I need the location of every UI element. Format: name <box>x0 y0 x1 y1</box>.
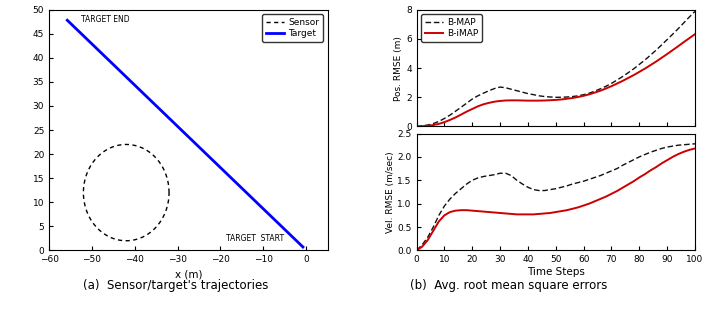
B-iMAP <box>691 32 699 36</box>
B-iMAP <box>412 125 420 128</box>
Line: B-MAP: B-MAP <box>416 11 695 126</box>
Text: TARGET  START: TARGET START <box>225 234 284 243</box>
B-iMAP <box>596 89 604 93</box>
Legend: B-MAP, B-iMAP: B-MAP, B-iMAP <box>421 14 482 42</box>
B-MAP <box>596 87 604 91</box>
Y-axis label: Pos. RMSE (m): Pos. RMSE (m) <box>395 36 403 100</box>
B-MAP <box>496 85 504 89</box>
Text: TARGET END: TARGET END <box>81 15 129 24</box>
Text: (b)  Avg. root mean square errors: (b) Avg. root mean square errors <box>410 279 608 292</box>
B-iMAP <box>613 82 621 85</box>
B-MAP <box>474 94 482 98</box>
Text: (a)  Sensor/target's trajectories: (a) Sensor/target's trajectories <box>83 279 268 292</box>
B-MAP <box>613 78 621 82</box>
B-iMAP <box>496 99 504 103</box>
X-axis label: Time Steps: Time Steps <box>527 267 585 277</box>
B-MAP <box>412 125 420 128</box>
B-MAP <box>691 9 699 13</box>
X-axis label: x (m): x (m) <box>175 270 202 280</box>
B-iMAP <box>685 36 694 40</box>
B-MAP <box>685 15 694 19</box>
Line: B-iMAP: B-iMAP <box>416 34 695 126</box>
Y-axis label: Vel. RMSE (m/sec): Vel. RMSE (m/sec) <box>385 151 395 233</box>
B-iMAP <box>474 104 482 108</box>
Legend: Sensor, Target: Sensor, Target <box>263 14 323 42</box>
B-iMAP <box>501 99 510 102</box>
B-MAP <box>501 86 510 90</box>
